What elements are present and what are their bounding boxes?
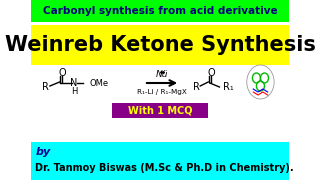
Text: Nü: Nü xyxy=(156,69,169,78)
Text: H: H xyxy=(71,87,77,96)
Text: Dr. Tanmoy Biswas (M.Sc & Ph.D in Chemistry).: Dr. Tanmoy Biswas (M.Sc & Ph.D in Chemis… xyxy=(36,163,294,173)
Text: R: R xyxy=(193,82,200,92)
Text: Weinreb Ketone Synthesis: Weinreb Ketone Synthesis xyxy=(4,35,316,55)
Text: O: O xyxy=(208,68,215,78)
Text: N: N xyxy=(70,78,78,88)
Text: by: by xyxy=(36,147,51,157)
Text: R: R xyxy=(43,82,49,92)
Text: R₁-Li / R₁-MgX: R₁-Li / R₁-MgX xyxy=(138,89,187,95)
Text: Carbonyl synthesis from acid derivative: Carbonyl synthesis from acid derivative xyxy=(43,6,277,16)
Bar xyxy=(31,0,289,22)
Bar xyxy=(31,25,289,65)
Bar xyxy=(31,142,289,180)
Text: OMe: OMe xyxy=(89,78,108,87)
Bar xyxy=(112,103,208,118)
Text: With 1 MCQ: With 1 MCQ xyxy=(128,105,192,116)
Text: R₁: R₁ xyxy=(223,82,233,92)
Text: O: O xyxy=(58,68,66,78)
